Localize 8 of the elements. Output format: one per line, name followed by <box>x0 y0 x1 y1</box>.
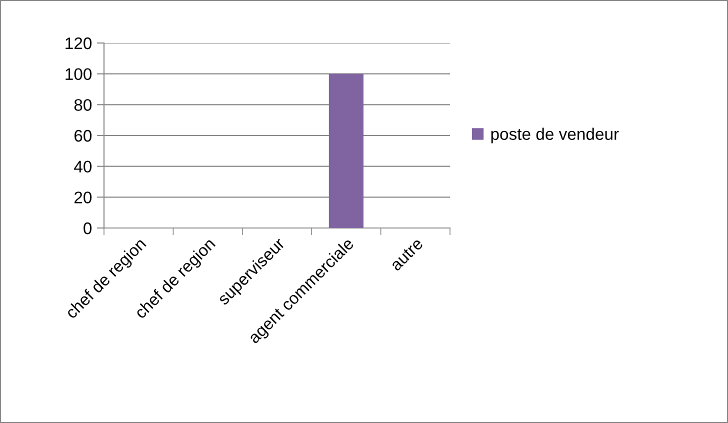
legend-label: poste de vendeur <box>491 128 619 144</box>
y-tick-label: 20 <box>74 192 92 204</box>
y-tick-label: 60 <box>74 130 92 142</box>
y-tick-label: 80 <box>74 99 92 111</box>
y-tick-label: 40 <box>74 160 92 173</box>
y-tick-label: 100 <box>66 68 92 80</box>
y-tick-label: 0 <box>84 222 92 234</box>
y-tick-label: 120 <box>66 37 92 50</box>
